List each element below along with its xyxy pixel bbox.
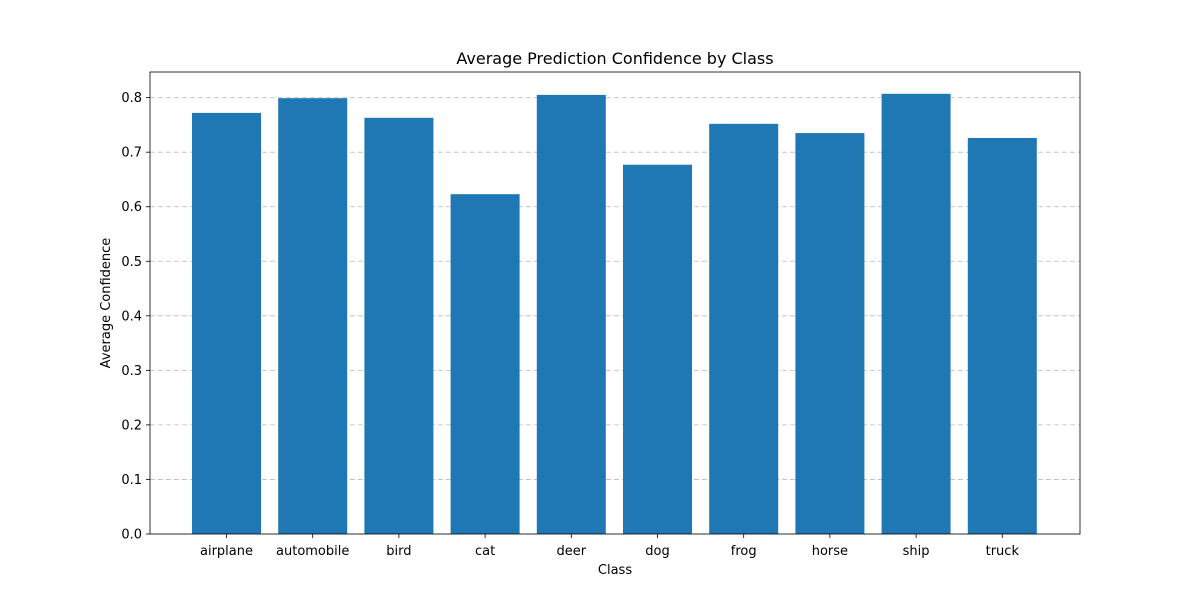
bar-automobile [278,98,348,534]
x-tick-label-truck: truck [986,544,1020,559]
x-tick-label-dog: dog [645,544,669,559]
bar-bird [364,117,434,535]
y-axis-ticks: 0.0 0.1 0.2 0.3 0.4 0.5 0.6 0.7 0.8 [121,91,150,543]
bar-horse [795,133,865,534]
y-tick-label: 0.7 [121,146,142,161]
x-tick-label-airplane: airplane [200,544,253,559]
x-tick-label-cat: cat [475,544,495,559]
chart-title: Average Prediction Confidence by Class [456,49,773,68]
x-tick-label-bird: bird [386,544,411,559]
y-tick-label: 0.8 [121,91,142,106]
y-tick-label: 0.0 [121,528,142,543]
y-axis-label: Average Confidence [99,238,114,369]
y-tick-label: 0.2 [121,418,142,433]
x-axis-ticks: airplane automobile bird cat deer dog frog hors… [200,534,1019,559]
bar-ship [881,93,951,535]
y-tick-label: 0.6 [121,200,142,215]
x-axis-label: Class [598,563,632,578]
y-tick-label: 0.5 [121,255,142,270]
x-tick-label-automobile: automobile [276,544,349,559]
bar-deer [536,94,606,534]
bar-truck [967,138,1037,534]
x-tick-label-horse: horse [812,544,848,559]
x-tick-label-deer: deer [557,544,587,559]
bar-dog [623,164,692,534]
bar-airplane [192,112,261,534]
y-tick-label: 0.3 [121,364,142,379]
x-tick-label-ship: ship [903,544,930,559]
plot-area-frame [149,71,1081,535]
y-tick-label: 0.1 [121,473,142,488]
y-tick-label: 0.4 [121,309,142,324]
x-tick-label-frog: frog [731,544,757,559]
bars [192,93,1037,535]
bar-cat [450,194,520,534]
bar-frog [709,123,779,535]
